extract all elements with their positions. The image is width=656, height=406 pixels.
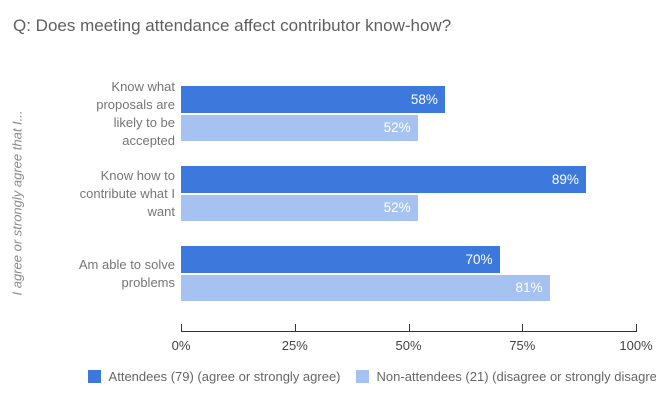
bar-non-attendees[interactable]: 52%	[181, 195, 418, 221]
bar-attendees[interactable]: 70%	[181, 246, 500, 273]
x-axis-tick-label: 25%	[281, 338, 308, 353]
chart-title: Q: Does meeting attendance affect contri…	[13, 16, 452, 35]
category-axis: Know what proposals are likely to be acc…	[0, 75, 175, 331]
bar-value-label: 70%	[465, 251, 493, 267]
legend-item-non-attendees[interactable]: Non-attendees (21) (disagree or strongly…	[355, 369, 656, 384]
x-axis-tick	[636, 324, 637, 332]
bar-value-label: 81%	[515, 280, 543, 296]
bar-non-attendees[interactable]: 52%	[181, 115, 418, 141]
category-label: Know what proposals are likely to be acc…	[96, 78, 175, 148]
bar-value-label: 52%	[383, 200, 411, 216]
x-axis-tick	[294, 324, 296, 332]
x-axis: 0% 25% 50% 75% 100%	[172, 323, 653, 355]
x-axis-tick-label: 75%	[509, 338, 536, 353]
bar-non-attendees[interactable]: 81%	[181, 275, 550, 301]
legend-label-non-attendees: Non-attendees (21) (disagree or strongly…	[376, 369, 656, 384]
legend-label-attendees: Attendees (79) (agree or strongly agree)	[108, 369, 341, 384]
legend-swatch-non-attendees-icon	[355, 370, 369, 383]
x-axis-tick-label: 0%	[171, 338, 191, 353]
x-axis-tick-label: 50%	[395, 338, 422, 353]
legend-swatch-attendees-icon	[87, 370, 101, 383]
x-axis-tick	[408, 324, 410, 332]
plot-area: 58% 52% 89% 52% 70% 81%	[181, 75, 636, 331]
bar-value-label: 89%	[551, 171, 579, 187]
category-label: Know how to contribute what I want	[79, 167, 175, 219]
legend: Attendees (79) (agree or strongly agree)…	[87, 369, 656, 384]
bar-attendees[interactable]: 58%	[181, 86, 445, 113]
bar-value-label: 58%	[410, 91, 438, 107]
bar-value-label: 52%	[383, 120, 411, 136]
x-axis-tick	[522, 324, 524, 332]
legend-item-attendees[interactable]: Attendees (79) (agree or strongly agree)	[87, 369, 341, 384]
x-axis-tick-label: 100%	[619, 338, 653, 353]
category-label: Am able to solve problems	[78, 256, 175, 290]
x-axis-tick	[181, 324, 182, 332]
bar-attendees[interactable]: 89%	[181, 166, 586, 193]
